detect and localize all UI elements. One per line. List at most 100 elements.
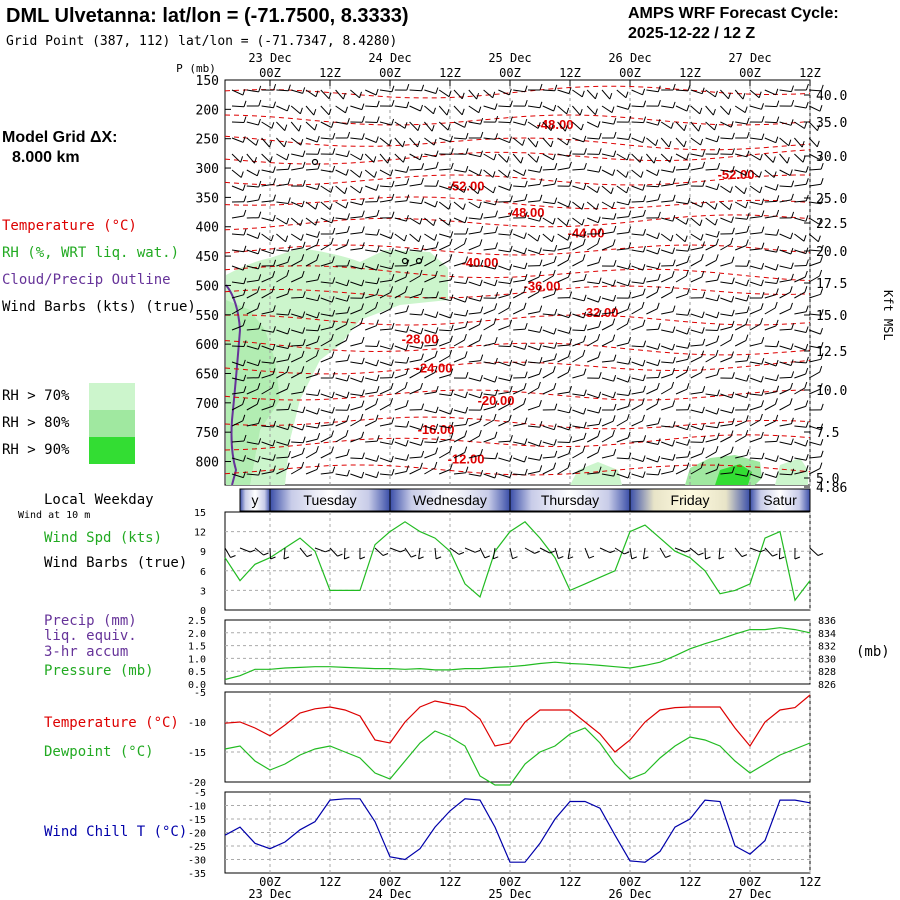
wind-barb	[453, 169, 466, 173]
wind-barb-feather	[568, 447, 572, 454]
wind-barb	[542, 121, 552, 131]
wind-barb-feather	[553, 288, 557, 295]
wind-barb	[675, 371, 687, 379]
wind-barb-feather	[628, 115, 632, 123]
wind-barb-feather	[258, 417, 261, 424]
surface-wind-barb-feather	[337, 553, 343, 557]
wind-barb	[409, 105, 421, 112]
wind-barb	[320, 169, 333, 173]
wind-barb-feather	[524, 468, 528, 476]
temperature-contour-line	[224, 434, 811, 451]
wind-barb	[424, 391, 437, 395]
wind-barb-feather	[746, 449, 750, 456]
wind-barb-feather	[685, 269, 689, 277]
wind-10m-label: Wind at 10 m	[18, 510, 90, 521]
wind-barb-feather	[299, 107, 303, 114]
wind-barb	[675, 121, 685, 132]
wind-barb-feather	[492, 171, 496, 178]
wind-barb-feather	[657, 180, 661, 187]
wind-barb-feather	[817, 235, 821, 242]
wind-barb-feather	[580, 123, 584, 131]
wind-barb	[764, 153, 774, 163]
wind-barb-feather	[434, 270, 438, 278]
wind-barb-feather	[628, 198, 631, 205]
wind-barb-feather	[243, 277, 247, 284]
wind-barb	[749, 419, 761, 427]
wind-barb	[350, 247, 363, 251]
xsec-top-tick-label: 12Z	[799, 66, 821, 80]
wind-barb-feather	[390, 286, 394, 293]
wind-barb-feather	[744, 106, 748, 113]
wind-barb-feather	[283, 140, 287, 148]
wind-barb	[320, 262, 333, 267]
surface-wind-barb	[449, 547, 460, 555]
wind-barb	[794, 470, 807, 475]
wind-barb	[468, 420, 481, 427]
wind-barb	[779, 233, 791, 240]
wind-barb	[439, 438, 451, 443]
wind-barb	[705, 393, 718, 397]
wind-barb	[735, 393, 747, 399]
wind-barb	[483, 323, 495, 331]
wind-barb-feather	[345, 169, 349, 176]
xsec-y2tick-label: 5.0	[816, 472, 839, 487]
wind-barb	[572, 438, 585, 443]
temperature-contours: -48.00-52.00-52.00-48.00-44.00-40.00-36.…	[224, 85, 811, 476]
wind-barb-feather	[272, 214, 276, 222]
wind-barb-feather	[494, 103, 498, 110]
wind-barb	[749, 361, 762, 365]
wind-barb	[809, 183, 822, 187]
wind-barb	[527, 137, 537, 148]
wind-barb-feather	[745, 201, 749, 209]
wind-barb	[572, 393, 585, 397]
wind-barb-feather	[287, 287, 291, 295]
wind-barb	[675, 388, 688, 395]
wind-barb-feather	[746, 375, 750, 382]
wind-barb-feather	[464, 295, 468, 303]
wind-barb	[542, 371, 554, 379]
wind-barb	[631, 345, 644, 348]
wind-barb-feather	[524, 343, 528, 350]
wind-barb	[350, 419, 362, 427]
wind-barb-feather	[287, 163, 291, 170]
pressure-tick-label: 828	[818, 667, 836, 678]
wind-barb-feather	[581, 218, 585, 226]
wind-barb	[734, 340, 747, 347]
wind-barb-feather	[761, 210, 765, 217]
wind-barb-feather	[716, 368, 720, 375]
wind-barb	[483, 185, 494, 194]
wind-barb-feather	[554, 197, 558, 204]
wind-barb-feather	[450, 368, 454, 375]
wind-barb	[572, 137, 584, 143]
wind-barb	[231, 185, 244, 191]
wind-barb-feather	[657, 193, 661, 201]
wind-barb	[749, 342, 762, 347]
wind-barb	[261, 329, 274, 333]
wind-barb	[305, 374, 318, 379]
wind-barb-feather	[506, 156, 510, 163]
rh-legend-label: RH > 80%	[2, 415, 70, 431]
wind-barb-feather	[761, 389, 765, 396]
wind-barb-feather	[687, 197, 691, 204]
wind-barb-feather	[330, 186, 334, 193]
wind-barb-feather	[672, 421, 676, 428]
wind-barb	[409, 293, 422, 299]
wind-barb-feather	[271, 381, 275, 389]
wind-barb-feather	[655, 139, 659, 146]
wind-barb-feather	[717, 421, 720, 428]
wind-barb	[572, 89, 583, 98]
wind-barb	[794, 405, 806, 411]
surface-wind-barb-feather	[250, 549, 256, 553]
panel-ytick-label: -20	[188, 778, 206, 789]
wind-barb	[276, 293, 288, 299]
wind-barb-feather	[360, 413, 364, 421]
wind-barb	[276, 275, 288, 283]
wind-barb-feather	[494, 262, 498, 270]
wind-barb	[527, 361, 541, 364]
wind-barb	[720, 89, 729, 100]
wind-barb-feather	[745, 334, 749, 341]
wind-barb	[483, 216, 496, 219]
wind-barb-feather	[450, 148, 454, 155]
wind-barb	[246, 291, 258, 299]
wind-barb-feather	[347, 131, 351, 139]
